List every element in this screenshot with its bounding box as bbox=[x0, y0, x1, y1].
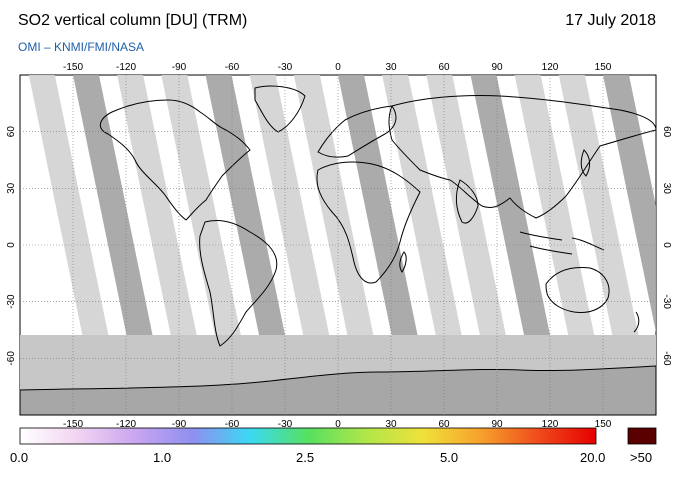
asia-coast bbox=[388, 94, 656, 219]
lat-tick-left: 30 bbox=[6, 182, 17, 194]
colorbar bbox=[19, 427, 597, 445]
lat-tick-left: -60 bbox=[6, 351, 17, 366]
lon-tick-top: -150 bbox=[63, 62, 83, 73]
map-title: SO2 vertical column [DU] (TRM) bbox=[18, 12, 248, 29]
lon-tick-top: 150 bbox=[595, 62, 612, 73]
lat-ticks-right: 60 30 0 -30 -60 bbox=[661, 126, 672, 366]
lon-tick-top: 30 bbox=[385, 62, 397, 73]
new-zealand-coast bbox=[633, 311, 640, 333]
lon-tick-top: 120 bbox=[542, 62, 559, 73]
lon-tick-bottom: -120 bbox=[116, 419, 136, 430]
lon-tick-bottom: 0 bbox=[335, 419, 341, 430]
lat-ticks-left: 60 30 0 -30 -60 bbox=[6, 126, 17, 366]
south-america-coast bbox=[199, 219, 278, 347]
lon-tick-top: -60 bbox=[225, 62, 240, 73]
lat-tick-right: 30 bbox=[661, 183, 672, 195]
swath bbox=[73, 75, 169, 415]
lon-tick-bottom: 30 bbox=[385, 419, 397, 430]
colorbar-label-0: 0.0 bbox=[10, 450, 29, 465]
swath bbox=[117, 75, 214, 415]
lon-tick-bottom: 120 bbox=[542, 419, 559, 430]
japan-coast bbox=[580, 149, 591, 177]
lon-tick-top: -30 bbox=[278, 62, 293, 73]
europe-coast bbox=[317, 105, 397, 158]
africa-coast bbox=[316, 161, 421, 284]
swath bbox=[249, 75, 346, 415]
lon-tick-top: 60 bbox=[438, 62, 450, 73]
colorbar-overflow-label: >50 bbox=[630, 450, 653, 465]
lon-tick-top: -120 bbox=[116, 62, 136, 73]
swath bbox=[603, 75, 656, 333]
indonesia-coast bbox=[519, 231, 605, 255]
lat-tick-left: 60 bbox=[6, 126, 17, 138]
lon-tick-bottom: -90 bbox=[172, 419, 187, 430]
lon-tick-top: 0 bbox=[335, 62, 341, 73]
swath bbox=[382, 75, 479, 415]
lat-tick-left: -30 bbox=[6, 294, 17, 309]
lat-tick-right: 60 bbox=[661, 126, 672, 138]
lon-ticks-top: -150 -120 -90 -60 -30 0 30 60 90 120 150 bbox=[63, 62, 612, 73]
north-america-coast bbox=[99, 99, 251, 221]
lon-tick-bottom: -30 bbox=[278, 419, 293, 430]
india-coast bbox=[455, 179, 479, 224]
coastlines bbox=[99, 85, 656, 347]
graticule bbox=[20, 75, 656, 415]
lon-ticks-bottom: -150 -120 -90 -60 -30 0 30 60 90 120 150 bbox=[63, 419, 612, 430]
lon-tick-bottom: 90 bbox=[491, 419, 503, 430]
lon-tick-top: 90 bbox=[491, 62, 503, 73]
lon-tick-bottom: 60 bbox=[438, 419, 450, 430]
data-credit: OMI – KNMI/FMI/NASA bbox=[18, 40, 145, 54]
lat-tick-right: -60 bbox=[661, 351, 672, 366]
map-date: 17 July 2018 bbox=[565, 12, 656, 29]
swath bbox=[514, 75, 611, 415]
map-content bbox=[20, 75, 656, 415]
colorbar-label-4: 20.0 bbox=[580, 450, 606, 465]
colorbar-label-2: 2.5 bbox=[296, 450, 315, 465]
australia-coast bbox=[545, 267, 610, 313]
colorbar-overflow-swatch bbox=[627, 427, 657, 445]
swath bbox=[558, 75, 655, 415]
lon-tick-bottom: 150 bbox=[595, 419, 612, 430]
madagascar-coast bbox=[399, 251, 407, 273]
swath bbox=[28, 75, 125, 415]
lon-tick-bottom: -150 bbox=[63, 419, 83, 430]
colorbar-label-3: 5.0 bbox=[440, 450, 459, 465]
lat-tick-left: 0 bbox=[6, 242, 17, 248]
lat-tick-right: 0 bbox=[661, 242, 672, 248]
swath bbox=[426, 75, 523, 415]
swath bbox=[205, 75, 302, 415]
lon-tick-top: -90 bbox=[172, 62, 187, 73]
lat-tick-right: -30 bbox=[661, 294, 672, 309]
lon-tick-bottom: -60 bbox=[225, 419, 240, 430]
greenland-coast bbox=[254, 85, 306, 133]
colorbar-label-1: 1.0 bbox=[153, 450, 172, 465]
